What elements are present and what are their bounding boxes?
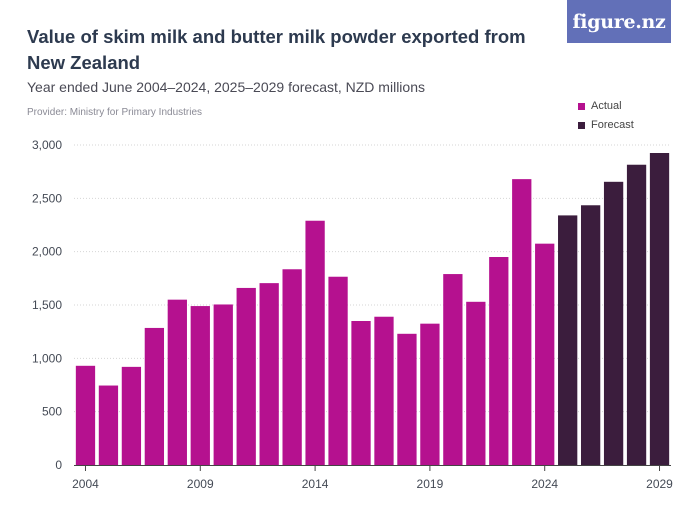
x-tick-label: 2029 [646,477,673,491]
bar-2019 [420,323,440,465]
provider-note: Provider: Ministry for Primary Industrie… [27,107,203,118]
x-tick-label: 2004 [72,477,99,491]
x-tick-label: 2019 [417,477,444,491]
legend-swatch-forecast [578,121,585,129]
bar-2020 [443,274,463,465]
bar-2025 [558,215,578,465]
x-tick-label: 2014 [302,477,329,491]
legend-item-forecast: Forecast [578,118,634,132]
bar-2007 [144,327,165,465]
bar-2004 [75,365,96,465]
y-tick-label: 2,000 [32,245,62,259]
y-tick-label: 500 [42,405,62,419]
bar-2008 [167,299,187,465]
legend: Actual Forecast [578,99,634,137]
bar-2028 [626,164,647,465]
chart-subtitle: Year ended June 2004–2024, 2025–2029 for… [27,79,425,95]
bar-2016 [351,321,371,465]
bar-2024 [535,243,555,465]
bar-2012 [259,283,279,465]
x-axis-labels: 2004 2009 2014 2019 2024 2029 [72,477,673,491]
y-tick-label: 3,000 [32,138,62,152]
bar-2011 [236,287,256,465]
bar-2005 [98,385,119,465]
bar-2027 [603,181,624,466]
bar-2022 [489,257,509,465]
bars [75,153,670,466]
x-tick-label: 2009 [187,477,214,491]
figure-nz-logo[interactable]: figure.nz [567,0,671,43]
bar-2006 [121,366,142,465]
y-tick-label: 2,500 [32,191,62,205]
bar-2029 [649,153,670,465]
chart-title: Value of skim milk and butter milk powde… [27,26,526,73]
x-axis-ticks [84,465,661,471]
bar-2010 [213,304,233,465]
bar-2017 [374,316,394,465]
bar-2021 [466,301,486,465]
bar-2009 [190,306,210,465]
bar-2026 [580,205,601,465]
bar-2023 [512,179,532,465]
y-axis-labels: 0 500 1,000 1,500 2,000 2,500 3,000 [32,138,62,472]
legend-swatch-actual [578,102,585,110]
y-tick-label: 1,500 [32,298,62,312]
bar-2018 [397,333,417,465]
y-tick-label: 0 [55,458,62,472]
bar-2014 [305,220,325,465]
x-tick-label: 2024 [531,477,558,491]
bar-2015 [328,276,348,465]
y-tick-label: 1,000 [32,351,62,365]
bar-2013 [282,269,302,465]
legend-label-forecast: Forecast [591,119,634,131]
legend-label-actual: Actual [591,100,622,112]
legend-item-actual: Actual [578,99,634,113]
